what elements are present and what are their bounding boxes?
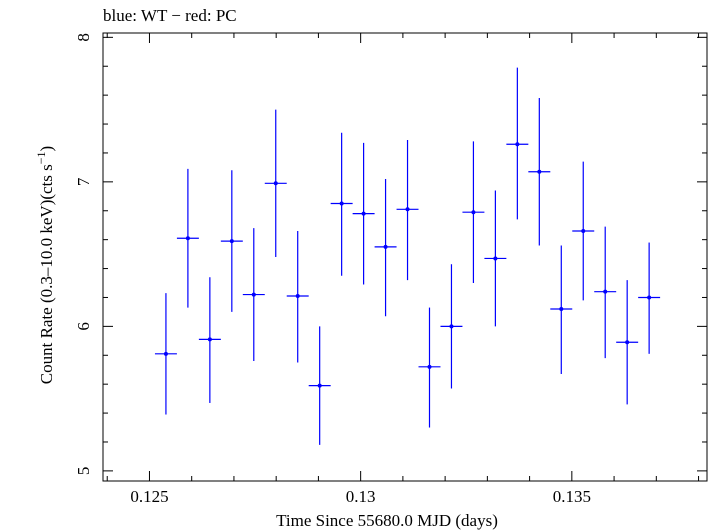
data-point bbox=[594, 226, 617, 359]
point-marker bbox=[207, 337, 212, 342]
y-axis-label-close: ) bbox=[37, 146, 56, 152]
point-marker bbox=[427, 364, 432, 369]
point-marker bbox=[647, 295, 652, 300]
point-marker bbox=[251, 292, 256, 297]
data-point bbox=[264, 109, 287, 257]
data-point bbox=[220, 170, 243, 312]
y-tick-label: 7 bbox=[74, 177, 93, 186]
data-point bbox=[154, 293, 177, 415]
data-point bbox=[440, 264, 463, 389]
x-tick-label: 0.13 bbox=[346, 487, 376, 506]
point-marker bbox=[339, 201, 344, 206]
point-marker bbox=[493, 256, 498, 261]
data-point bbox=[198, 277, 221, 403]
point-marker bbox=[405, 207, 410, 212]
data-point bbox=[572, 161, 595, 301]
data-point bbox=[462, 141, 485, 284]
data-point bbox=[308, 326, 331, 445]
data-point bbox=[506, 67, 529, 220]
data-point bbox=[550, 245, 573, 375]
y-axis-label-superscript: −1 bbox=[34, 151, 48, 164]
plot-frame bbox=[102, 32, 708, 482]
point-marker bbox=[559, 307, 564, 312]
axis-ticks bbox=[103, 33, 707, 481]
data-point bbox=[528, 98, 551, 246]
point-marker bbox=[317, 383, 322, 388]
data-point bbox=[396, 139, 419, 281]
data-point bbox=[352, 142, 375, 285]
y-tick-label: 5 bbox=[74, 467, 93, 476]
point-marker bbox=[449, 324, 454, 329]
point-marker bbox=[581, 228, 586, 233]
data-points bbox=[154, 67, 661, 445]
x-axis-label: Time Since 55680.0 MJD (days) bbox=[276, 511, 498, 530]
point-marker bbox=[537, 169, 542, 174]
point-marker bbox=[515, 142, 520, 147]
axis-tick-labels: 0.125 0.13 0.135 5 6 7 8 bbox=[74, 33, 591, 506]
data-point bbox=[418, 307, 441, 428]
data-point bbox=[638, 242, 661, 354]
y-axis-label-main: Count Rate (0.3–10.0 keV)(cts s bbox=[37, 164, 56, 384]
data-point bbox=[242, 228, 265, 362]
point-marker bbox=[273, 181, 278, 186]
data-point bbox=[286, 230, 309, 363]
point-marker bbox=[603, 289, 608, 294]
y-axis-label: Count Rate (0.3–10.0 keV)(cts s−1) bbox=[34, 146, 56, 384]
data-point bbox=[616, 280, 639, 405]
x-tick-label: 0.125 bbox=[130, 487, 168, 506]
data-point bbox=[330, 132, 353, 276]
point-marker bbox=[163, 351, 168, 356]
point-marker bbox=[383, 244, 388, 249]
y-tick-label: 6 bbox=[74, 322, 93, 331]
data-point bbox=[176, 168, 199, 308]
point-marker bbox=[625, 340, 630, 345]
data-point bbox=[374, 178, 397, 317]
point-marker bbox=[471, 210, 476, 215]
data-point bbox=[484, 190, 507, 327]
x-tick-label: 0.135 bbox=[553, 487, 591, 506]
point-marker bbox=[229, 239, 234, 244]
y-tick-label: 8 bbox=[74, 33, 93, 42]
point-marker bbox=[361, 211, 366, 216]
point-marker bbox=[185, 236, 190, 241]
point-marker bbox=[295, 294, 300, 299]
chart-title: blue: WT − red: PC bbox=[103, 6, 237, 25]
